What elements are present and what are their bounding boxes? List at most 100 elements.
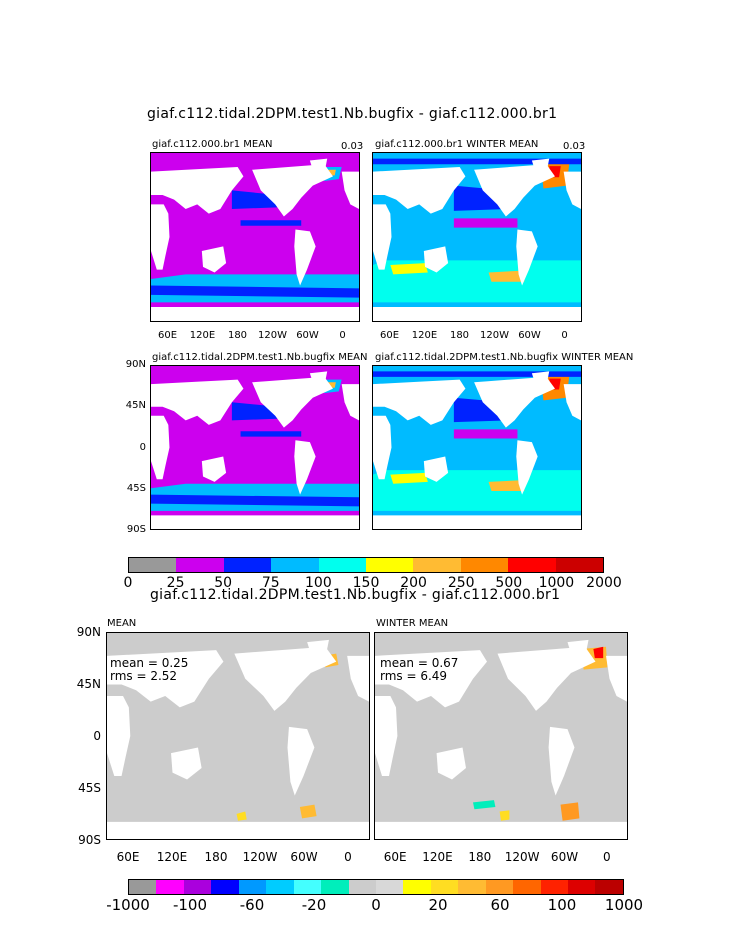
land-mask	[171, 747, 202, 780]
lon-tick-label: 60E	[379, 330, 400, 341]
field-anomaly	[560, 802, 580, 821]
colorbar-label: -60	[239, 896, 265, 914]
lon-tick-label: 180	[449, 330, 470, 341]
lon-tick-label: 0	[344, 850, 352, 864]
land-mask	[373, 307, 581, 321]
land-mask	[423, 246, 449, 273]
land-mask	[151, 515, 359, 529]
panel1-title: giaf.c112.000.br1 MEAN	[152, 139, 273, 150]
colorbar-label: 2000	[586, 575, 622, 591]
colorbar-swatch	[513, 880, 541, 894]
land-mask	[531, 371, 550, 386]
field-anomaly	[488, 480, 525, 491]
lat-tick-label: 45S	[126, 482, 146, 494]
colorbar-swatch	[321, 880, 349, 894]
map-panel-2	[372, 152, 582, 322]
lon-tick-label: 0	[561, 330, 568, 341]
colorbar-swatch	[540, 880, 568, 894]
field-anomaly	[593, 646, 604, 659]
colorbar-swatch	[129, 558, 177, 572]
field-anomaly	[299, 804, 317, 819]
lat-tick-label: 90S	[126, 524, 146, 535]
colorbar-top	[128, 557, 604, 573]
lat-tick-label: 45S	[78, 780, 101, 795]
colorbar-label: 20	[428, 896, 448, 914]
land-mask	[436, 747, 466, 780]
panel6-mean: mean = 0.67	[380, 656, 459, 670]
land-mask	[531, 158, 550, 174]
lon-tick-label: 180	[227, 330, 248, 341]
colorbar-label: 50	[214, 575, 233, 591]
field-anomaly	[240, 431, 302, 437]
panel2-scale: 0.03	[563, 141, 586, 152]
panel6-title: WINTER MEAN	[376, 618, 449, 629]
panel4-title: giaf.c112.tidal.2DPM.test1.Nb.bugfix WIN…	[375, 352, 634, 363]
land-mask	[497, 646, 596, 711]
colorbar-swatch	[413, 558, 461, 572]
lon-tick-label: 180	[204, 850, 228, 864]
map-panel-3	[150, 365, 360, 530]
panel5-title: MEAN	[107, 618, 137, 629]
colorbar-swatch	[129, 880, 157, 894]
land-mask	[151, 204, 170, 270]
colorbar-swatch	[460, 558, 509, 572]
panel3-title: giaf.c112.tidal.2DPM.test1.Nb.bugfix MEA…	[152, 352, 368, 363]
land-mask	[294, 440, 316, 495]
field-anomaly	[390, 263, 428, 275]
colorbar-label: 100	[547, 896, 577, 914]
land-mask	[309, 371, 328, 386]
lon-tick-label: 60W	[550, 850, 579, 864]
map-panel-4	[372, 365, 582, 530]
lon-tick-label: 120W	[242, 850, 278, 864]
lon-tick-label: 60W	[296, 330, 319, 341]
land-mask	[373, 204, 392, 270]
colorbar-label: 0	[123, 575, 133, 591]
land-mask	[516, 229, 538, 286]
land-mask	[373, 379, 466, 425]
panel5-rms: rms = 2.52	[110, 669, 178, 683]
colorbar-label: -100	[172, 896, 208, 914]
colorbar-label: 500	[495, 575, 523, 591]
colorbar-swatch	[238, 880, 267, 894]
land-mask	[606, 655, 627, 702]
field-anomaly	[499, 810, 510, 821]
land-mask	[252, 164, 333, 217]
land-mask	[375, 821, 627, 839]
colorbar-label: -1000	[106, 896, 150, 914]
colorbar-label: 75	[261, 575, 280, 591]
lat-tick-label: 90N	[76, 624, 101, 639]
lon-tick-label: 180	[468, 850, 492, 864]
top-title: giaf.c112.tidal.2DPM.test1.Nb.bugfix - g…	[147, 106, 558, 122]
map-panel-1	[150, 152, 360, 322]
land-mask	[151, 307, 359, 321]
lat-tick-label: 45N	[125, 400, 146, 412]
land-mask	[307, 639, 329, 659]
lon-tick-label: 60E	[383, 850, 407, 864]
lon-tick-label: 120W	[504, 850, 540, 864]
colorbar-swatch	[403, 880, 431, 894]
colorbar-swatch	[430, 880, 459, 894]
land-mask	[347, 655, 369, 702]
field-anomaly	[453, 218, 518, 228]
colorbar-bottom	[128, 879, 624, 895]
field-anomaly	[390, 472, 428, 484]
colorbar-swatch	[508, 558, 556, 572]
field-anomaly	[240, 220, 302, 226]
land-mask	[563, 171, 581, 209]
colorbar-swatch	[223, 558, 272, 572]
lon-tick-label: 0	[339, 330, 346, 341]
lat-tick-label: 0	[93, 728, 101, 743]
land-mask	[567, 639, 589, 659]
land-mask	[107, 650, 224, 708]
lon-tick-label: 60W	[518, 330, 541, 341]
lon-tick-label: 120W	[480, 330, 509, 341]
field-anomaly	[473, 800, 496, 810]
colorbar-swatch	[485, 880, 514, 894]
land-mask	[548, 726, 575, 796]
land-mask	[423, 456, 449, 482]
land-mask	[474, 376, 555, 428]
lon-tick-label: 60E	[116, 850, 140, 864]
field-anomaly	[151, 494, 359, 507]
lon-tick-label: 120E	[422, 850, 453, 864]
lon-tick-label: 120E	[156, 850, 188, 864]
